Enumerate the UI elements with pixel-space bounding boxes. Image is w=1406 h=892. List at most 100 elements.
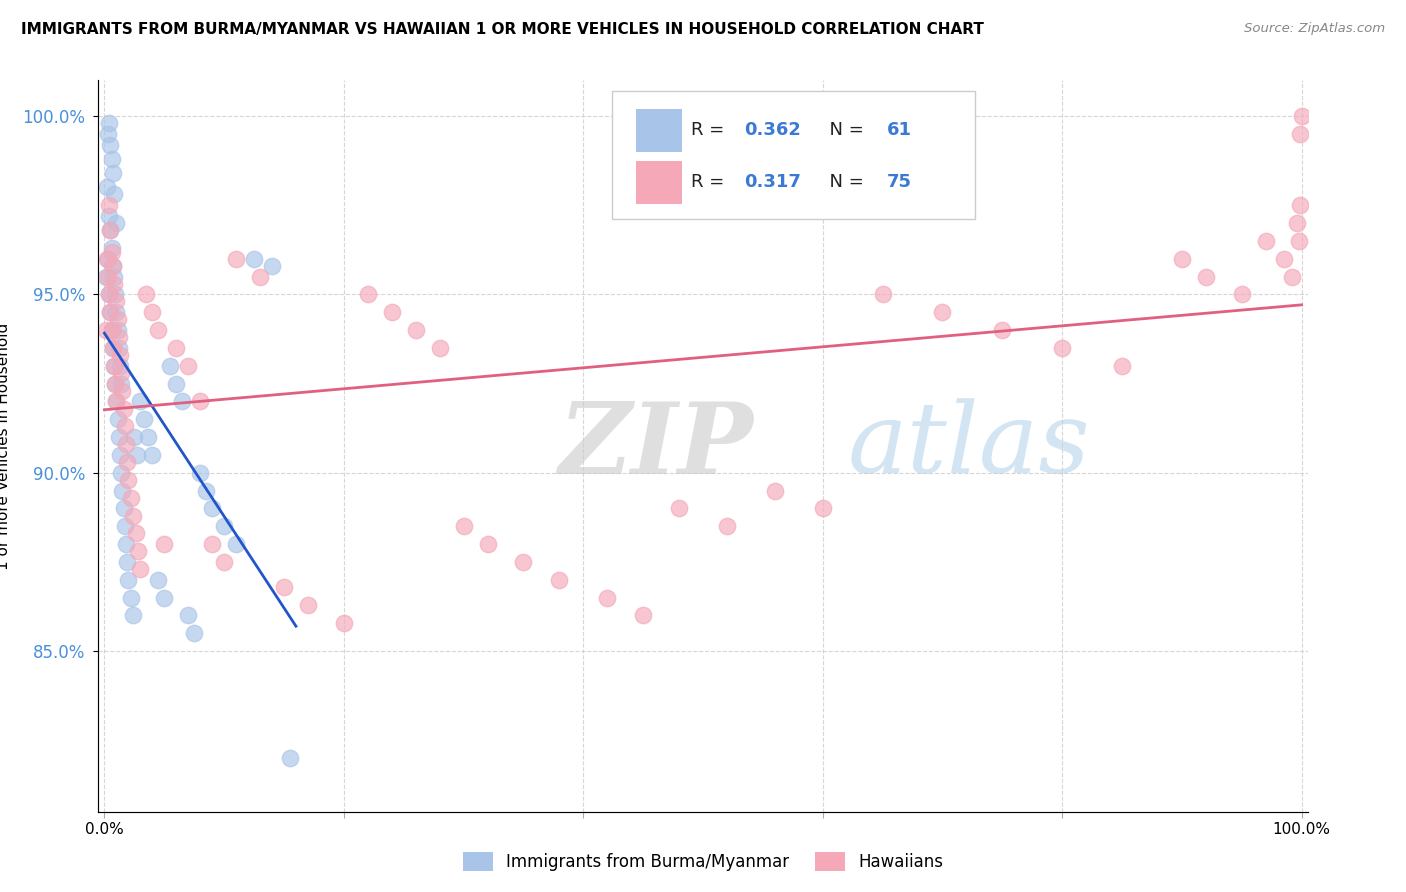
Text: 75: 75 (887, 173, 912, 192)
Text: 0.317: 0.317 (744, 173, 801, 192)
Point (716, 519, 738, 533)
Text: 0.362: 0.362 (744, 121, 801, 139)
Point (177, 608, 200, 623)
Point (108, 448, 131, 462)
Point (110, 376, 132, 391)
Point (103, 359, 125, 373)
Point (357, 287, 380, 301)
Point (225, 252, 247, 266)
Point (101, 259, 124, 273)
Point (1195, 269, 1218, 284)
Point (114, 419, 136, 434)
Point (94, 323, 117, 337)
Point (381, 305, 404, 319)
Point (172, 394, 194, 409)
Point (225, 537, 247, 551)
Point (96, 180, 118, 194)
Point (125, 448, 148, 462)
Point (115, 437, 138, 451)
Point (100, 152, 122, 166)
Point (104, 376, 127, 391)
Point (103, 269, 125, 284)
Point (100, 323, 122, 337)
Point (103, 187, 125, 202)
Point (97, 269, 120, 284)
Point (96, 252, 118, 266)
Point (405, 323, 427, 337)
Text: R =: R = (690, 173, 730, 192)
FancyBboxPatch shape (613, 91, 976, 219)
Text: N =: N = (818, 121, 869, 139)
Point (195, 483, 218, 498)
Point (97, 252, 120, 266)
FancyBboxPatch shape (637, 161, 682, 203)
Point (127, 544, 149, 558)
Point (931, 305, 953, 319)
Point (100, 323, 122, 337)
Point (98, 116, 121, 130)
Point (141, 448, 163, 462)
Point (1272, 252, 1295, 266)
Point (124, 430, 146, 444)
Point (114, 519, 136, 533)
Point (103, 277, 125, 291)
Point (112, 401, 135, 416)
Point (107, 341, 129, 355)
Point (100, 137, 122, 152)
Point (122, 508, 145, 523)
Point (107, 412, 129, 426)
Point (94, 269, 117, 284)
Point (132, 412, 155, 426)
Point (212, 555, 235, 569)
Point (148, 573, 170, 587)
Point (249, 269, 271, 284)
Point (188, 394, 211, 409)
Point (273, 580, 295, 594)
Point (98, 287, 121, 301)
Point (548, 573, 571, 587)
Point (165, 376, 187, 391)
Point (112, 501, 135, 516)
Point (243, 252, 266, 266)
Point (105, 216, 128, 230)
Point (129, 394, 152, 409)
Point (122, 608, 145, 623)
Point (872, 287, 894, 301)
Legend: Immigrants from Burma/Myanmar, Hawaiians: Immigrants from Burma/Myanmar, Hawaiians (454, 843, 952, 880)
Point (129, 562, 152, 576)
Point (100, 305, 122, 319)
Point (120, 491, 142, 505)
Point (117, 573, 139, 587)
Point (333, 615, 356, 630)
Text: Source: ZipAtlas.com: Source: ZipAtlas.com (1244, 22, 1385, 36)
Point (111, 384, 134, 398)
Point (1289, 127, 1312, 141)
Point (105, 305, 128, 319)
Point (105, 394, 128, 409)
Point (120, 591, 142, 605)
Point (135, 287, 157, 301)
Point (177, 359, 200, 373)
Point (260, 259, 283, 273)
FancyBboxPatch shape (637, 109, 682, 152)
Point (811, 501, 834, 516)
Point (153, 591, 176, 605)
Text: IMMIGRANTS FROM BURMA/MYANMAR VS HAWAIIAN 1 OR MORE VEHICLES IN HOUSEHOLD CORREL: IMMIGRANTS FROM BURMA/MYANMAR VS HAWAIIA… (21, 22, 984, 37)
Point (159, 359, 181, 373)
Point (188, 466, 211, 480)
Point (201, 501, 224, 516)
Point (104, 287, 127, 301)
Point (278, 751, 301, 765)
Point (141, 305, 163, 319)
Y-axis label: 1 or more Vehicles in Household: 1 or more Vehicles in Household (0, 322, 11, 570)
Point (110, 366, 132, 380)
Point (101, 259, 124, 273)
Point (1291, 109, 1313, 123)
Point (115, 537, 138, 551)
Point (100, 244, 122, 259)
Point (101, 341, 124, 355)
Point (1288, 234, 1310, 248)
Point (105, 394, 128, 409)
Text: 61: 61 (887, 121, 912, 139)
Point (763, 483, 786, 498)
